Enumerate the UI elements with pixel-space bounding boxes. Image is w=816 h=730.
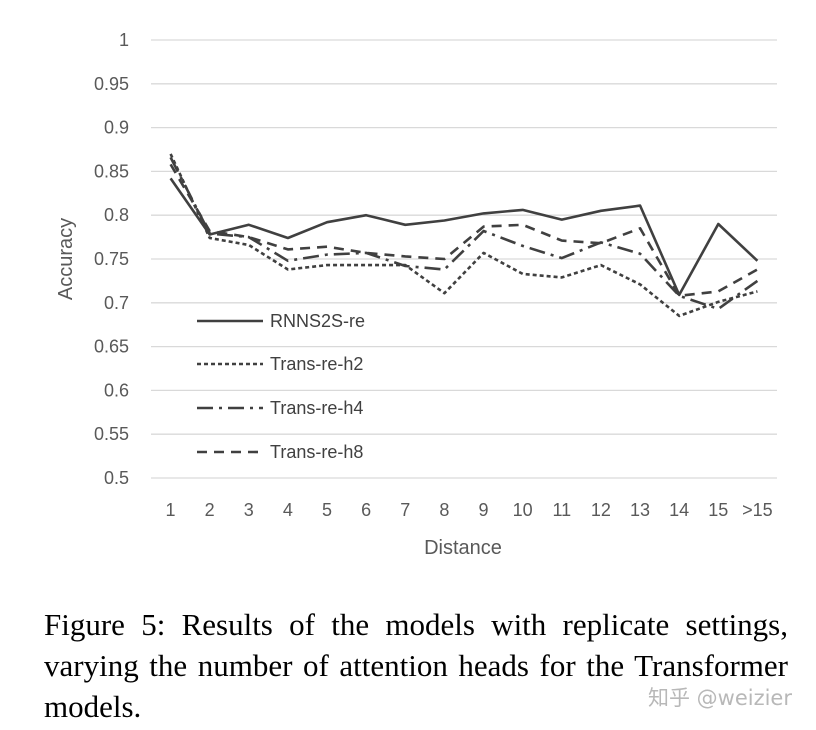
- series-line: [169, 177, 759, 297]
- watermark: 知乎 @weizier: [647, 686, 792, 710]
- x-tick-label: 12: [591, 500, 611, 520]
- y-tick-label: 1: [119, 30, 129, 50]
- y-tick-label: 0.7: [104, 293, 129, 313]
- y-tick-label: 0.5: [104, 468, 129, 488]
- figure-caption: Figure 5: Results of the models with rep…: [44, 607, 788, 724]
- x-tick-label: 4: [283, 500, 293, 520]
- gridlines: [151, 39, 777, 479]
- x-axis-title: Distance: [424, 537, 502, 559]
- x-tick-label: 5: [322, 500, 332, 520]
- x-tick-label: >15: [742, 500, 773, 520]
- x-tick-label: 1: [166, 500, 176, 520]
- y-axis-title: Accuracy: [55, 218, 77, 300]
- y-tick-label: 0.75: [94, 249, 129, 269]
- x-tick-label: 11: [552, 500, 571, 520]
- x-tick-label: 13: [630, 500, 650, 520]
- x-tick-label: 7: [400, 500, 410, 520]
- legend: RNNS2S-re Trans-re-h2 Trans-re-h4 Trans-re-…: [197, 311, 365, 462]
- legend-label: Trans-re-h2: [270, 354, 363, 374]
- x-tick-label: 6: [361, 500, 371, 520]
- y-tick-label: 0.55: [94, 424, 129, 444]
- x-tick-label: 14: [669, 500, 689, 520]
- y-tick-label: 0.6: [104, 380, 129, 400]
- x-tick-label: 3: [244, 500, 254, 520]
- legend-label: Trans-re-h8: [270, 442, 363, 462]
- series-line: [169, 156, 759, 311]
- series-lines: [169, 153, 759, 318]
- x-tick-label: 15: [708, 500, 728, 520]
- y-tick-label: 0.85: [94, 161, 129, 181]
- x-tick-label: 8: [439, 500, 449, 520]
- series-line: [169, 163, 759, 298]
- x-tick-label: 2: [205, 500, 215, 520]
- x-tick-label: 9: [479, 500, 489, 520]
- legend-label: RNNS2S-re: [270, 311, 365, 331]
- series-line: [169, 153, 758, 318]
- y-tick-labels: 1 0.95 0.9 0.85 0.8 0.75 0.7 0.65 0.6 0.55 0.5: [94, 30, 129, 488]
- x-tick-labels: 1 2 3 4 5 6 7 8 9 10 11 12 13 14 15 >15: [166, 500, 773, 520]
- legend-label: Trans-re-h4: [270, 398, 363, 418]
- y-tick-label: 0.9: [104, 118, 129, 138]
- y-tick-label: 0.65: [94, 337, 129, 357]
- y-tick-label: 0.95: [94, 74, 129, 94]
- x-tick-label: 10: [513, 500, 533, 520]
- y-tick-label: 0.8: [104, 205, 129, 225]
